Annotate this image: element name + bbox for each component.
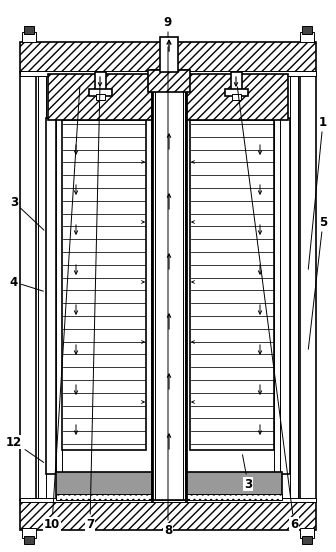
- Bar: [20, 500, 316, 530]
- Bar: [22, 528, 36, 538]
- Text: 10: 10: [44, 87, 80, 530]
- Bar: [300, 528, 314, 538]
- Text: 3: 3: [10, 195, 44, 230]
- Text: 7: 7: [86, 87, 100, 530]
- Bar: [148, 70, 190, 92]
- Bar: [302, 536, 312, 544]
- Text: 9: 9: [164, 15, 172, 37]
- Text: 3: 3: [243, 455, 252, 491]
- Bar: [182, 74, 288, 120]
- Bar: [62, 120, 146, 450]
- Text: 4: 4: [10, 275, 43, 291]
- Bar: [56, 118, 62, 474]
- Bar: [290, 72, 298, 500]
- Bar: [24, 26, 34, 34]
- Bar: [20, 498, 316, 502]
- Text: 6: 6: [237, 87, 298, 530]
- Bar: [38, 72, 46, 500]
- Bar: [48, 74, 154, 120]
- Bar: [24, 536, 34, 544]
- Bar: [280, 118, 290, 474]
- Text: 12: 12: [6, 436, 44, 463]
- Bar: [20, 71, 316, 76]
- Bar: [231, 72, 242, 92]
- Bar: [20, 42, 316, 72]
- Bar: [302, 26, 312, 34]
- Bar: [56, 494, 282, 500]
- Bar: [190, 120, 274, 450]
- Text: 1: 1: [308, 115, 327, 269]
- Bar: [300, 32, 314, 42]
- Bar: [160, 37, 178, 72]
- Bar: [20, 72, 36, 500]
- Bar: [95, 72, 106, 92]
- Bar: [232, 94, 241, 100]
- Bar: [300, 72, 316, 500]
- Bar: [96, 94, 105, 100]
- Bar: [225, 89, 248, 96]
- Bar: [274, 118, 280, 474]
- Text: 5: 5: [308, 215, 327, 349]
- Bar: [46, 118, 56, 474]
- Bar: [56, 472, 282, 498]
- Bar: [152, 70, 186, 500]
- Bar: [89, 89, 112, 96]
- Bar: [22, 32, 36, 42]
- Text: 8: 8: [164, 47, 172, 537]
